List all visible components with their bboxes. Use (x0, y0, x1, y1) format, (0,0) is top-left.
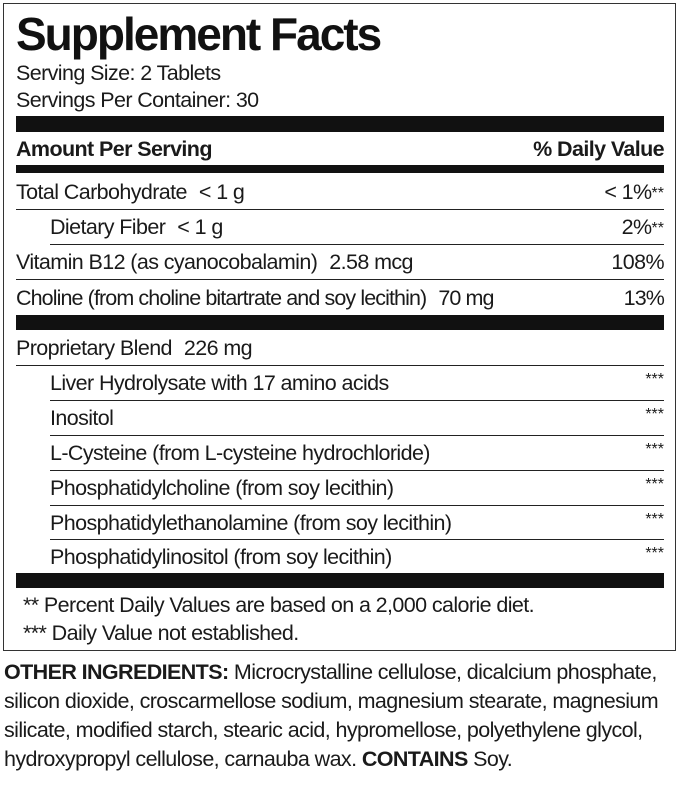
footnote-mark: *** (645, 441, 664, 458)
footnote-mark: *** (645, 371, 664, 388)
footnote-mark: *** (645, 406, 664, 423)
footnote-mark: ** (651, 220, 664, 237)
ingredient-name: Phosphatidylinositol (from soy lecithin) (50, 545, 392, 569)
nutrient-row: Vitamin B12 (as cyanocobalamin) 2.58 mcg … (16, 245, 665, 280)
thick-divider (16, 573, 664, 588)
nutrient-name: Vitamin B12 (as cyanocobalamin) (16, 250, 318, 274)
column-header: Amount Per Serving % Daily Value (16, 133, 665, 165)
footnote: ** Percent Daily Values are based on a 2… (23, 593, 535, 617)
nutrient-row: Dietary Fiber < 1 g 2% ** (50, 210, 664, 245)
blend-row: Proprietary Blend 226 mg (16, 331, 664, 366)
nutrient-name: Dietary Fiber (50, 215, 166, 239)
medium-divider (16, 165, 664, 173)
other-ingredients-label: OTHER INGREDIENTS: (4, 660, 229, 684)
nutrient-amount: 2.58 mcg (329, 250, 413, 274)
nutrient-dv: 2% (621, 215, 652, 239)
contains-text: Soy. (467, 747, 513, 771)
footnote-mark: *** (645, 476, 664, 493)
thick-divider (16, 116, 664, 132)
nutrient-row: Choline (from choline bitartrate and soy… (16, 280, 665, 315)
nutrient-row: Total Carbohydrate < 1 g < 1% ** (16, 175, 664, 210)
ingredient-name: Phosphatidylcholine (from soy lecithin) (50, 476, 394, 500)
other-ingredients-text: Microcrystalline cellulose, dicalcium ph… (4, 660, 659, 771)
contains-label: CONTAINS (361, 747, 468, 771)
ingredient-name: Inositol (50, 406, 114, 430)
nutrient-dv: 13% (623, 285, 665, 310)
blend-item: Inositol *** (50, 401, 664, 436)
daily-value-label: % Daily Value (533, 137, 664, 161)
blend-name: Proprietary Blend (16, 336, 173, 360)
blend-item: Phosphatidylethanolamine (from soy lecit… (50, 506, 664, 540)
ingredient-name: Liver Hydrolysate with 17 amino acids (50, 371, 389, 395)
blend-amount: 226 mg (183, 336, 253, 360)
nutrient-amount: 70 mg (438, 285, 494, 310)
footnote-mark: *** (645, 511, 664, 528)
blend-item: Phosphatidylcholine (from soy lecithin) *… (50, 471, 664, 506)
blend-item: Liver Hydrolysate with 17 amino acids *** (50, 366, 664, 401)
blend-item: L-Cysteine (from L-cysteine hydrochlorid… (50, 436, 664, 471)
nutrient-dv: < 1% (604, 180, 652, 204)
thick-divider (16, 315, 664, 330)
footnote-mark: *** (645, 545, 664, 562)
nutrient-dv: 108% (611, 250, 664, 274)
panel-title: Supplement Facts (16, 8, 382, 60)
nutrient-amount: < 1 g (177, 215, 223, 239)
footnote: *** Daily Value not established. (23, 621, 299, 645)
supplement-facts-panel: Supplement Facts Serving Size: 2 Tablets… (3, 3, 676, 651)
nutrient-name: Total Carbohydrate (16, 180, 187, 204)
amount-per-serving-label: Amount Per Serving (16, 137, 212, 161)
ingredient-name: L-Cysteine (from L-cysteine hydrochlorid… (50, 441, 430, 465)
serving-size: Serving Size: 2 Tablets (16, 61, 221, 85)
blend-item: Phosphatidylinositol (from soy lecithin)… (50, 540, 664, 574)
nutrient-amount: < 1 g (198, 180, 245, 204)
ingredient-name: Phosphatidylethanolamine (from soy lecit… (50, 510, 452, 535)
footnote-mark: ** (651, 185, 664, 202)
other-ingredients: OTHER INGREDIENTS: Microcrystalline cell… (4, 658, 676, 774)
servings-per-container: Servings Per Container: 30 (16, 88, 259, 112)
nutrient-name: Choline (from choline bitartrate and soy… (16, 285, 427, 310)
